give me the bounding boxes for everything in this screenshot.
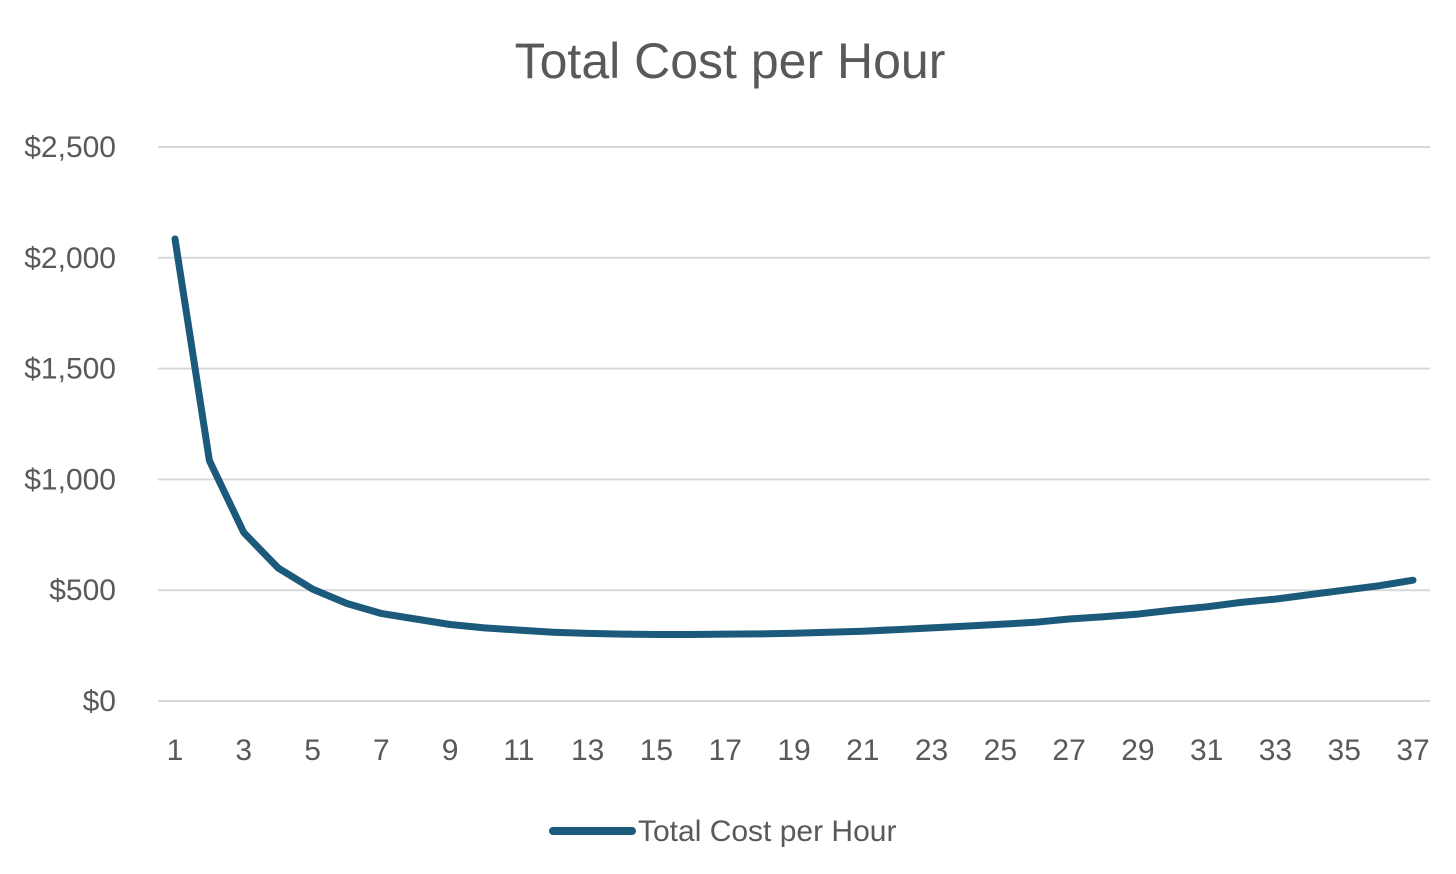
x-tick-label: 7 (373, 734, 390, 767)
x-tick-label: 11 (503, 734, 534, 767)
legend-label: Total Cost per Hour (638, 815, 896, 848)
x-axis-ticks: 1 3 5 7 9 11 13 15 17 19 21 23 25 27 29 31 33 35 37 (167, 734, 1430, 767)
data-point (1341, 587, 1348, 594)
data-point (1100, 613, 1107, 620)
data-point (515, 627, 522, 634)
x-tick-label: 23 (915, 734, 948, 767)
data-point (275, 565, 282, 572)
data-point (240, 529, 247, 536)
x-tick-label: 31 (1190, 734, 1223, 767)
data-point (791, 630, 797, 637)
data-point (1066, 616, 1073, 623)
x-tick-label: 25 (984, 734, 1017, 767)
data-point (687, 631, 694, 638)
x-tick-label: 9 (442, 734, 459, 767)
y-tick-label: $1,500 (24, 353, 116, 386)
data-point (1134, 611, 1141, 618)
x-tick-label: 5 (304, 734, 321, 767)
data-point (206, 457, 213, 464)
data-point (962, 623, 969, 630)
data-point (928, 624, 935, 631)
x-tick-label: 17 (709, 734, 742, 767)
y-tick-label: $0 (83, 685, 116, 718)
data-point (1169, 607, 1176, 614)
data-point (343, 600, 350, 607)
data-point (1031, 619, 1038, 626)
series-layer (171, 235, 1417, 638)
data-point (1306, 591, 1313, 598)
data-point (619, 631, 626, 638)
chart-title: Total Cost per Hour (515, 33, 946, 89)
data-point (997, 621, 1004, 628)
x-tick-label: 1 (167, 734, 184, 767)
data-point (653, 631, 660, 638)
x-tick-label: 37 (1396, 734, 1429, 767)
data-point (378, 610, 385, 617)
data-point (1238, 599, 1245, 606)
x-tick-label: 15 (640, 734, 673, 767)
series-line (171, 235, 1417, 638)
gridlines (158, 146, 1430, 702)
data-point (1272, 596, 1279, 603)
data-point (825, 629, 832, 636)
data-point (412, 616, 419, 623)
x-tick-label: 19 (777, 734, 810, 767)
y-tick-label: $2,000 (24, 242, 116, 275)
y-axis-ticks: $0 $500 $1,000 $1,500 $2,000 $2,500 (24, 131, 116, 718)
data-point (859, 628, 866, 635)
x-tick-label: 3 (235, 734, 252, 767)
data-point (309, 586, 316, 593)
data-point (1375, 582, 1382, 589)
data-point (722, 631, 729, 638)
data-point (172, 235, 178, 242)
x-tick-label: 13 (571, 734, 604, 767)
data-point (1203, 603, 1210, 610)
data-point (584, 630, 591, 637)
y-tick-label: $2,500 (24, 131, 116, 164)
x-tick-label: 33 (1259, 734, 1292, 767)
data-point (756, 630, 763, 637)
x-tick-label: 35 (1328, 734, 1361, 767)
legend: Total Cost per Hour (549, 815, 896, 848)
x-tick-label: 29 (1121, 734, 1154, 767)
x-tick-label: 27 (1052, 734, 1085, 767)
data-point (481, 624, 488, 631)
x-tick-label: 21 (846, 734, 879, 767)
y-tick-label: $1,000 (24, 463, 116, 496)
data-point (447, 621, 454, 628)
data-point (1410, 577, 1416, 584)
y-tick-label: $500 (49, 574, 116, 607)
data-point (894, 626, 901, 633)
data-point (550, 629, 557, 636)
